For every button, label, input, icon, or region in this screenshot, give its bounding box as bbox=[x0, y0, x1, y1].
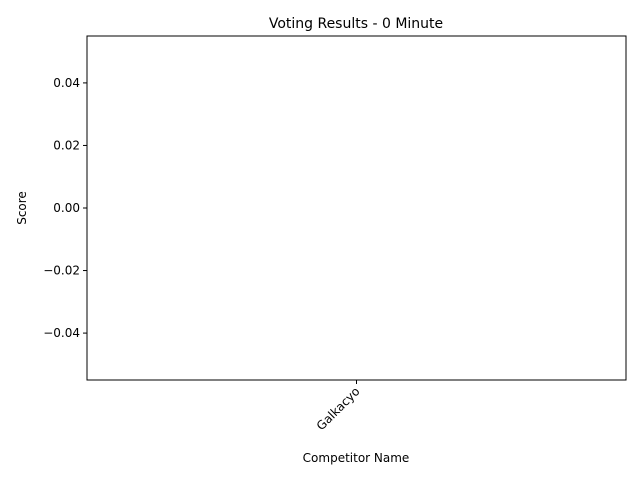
y-tick-label: 0.04 bbox=[53, 76, 80, 90]
y-tick-label: −0.04 bbox=[43, 326, 80, 340]
x-axis-label: Competitor Name bbox=[303, 451, 410, 465]
y-tick-label: −0.02 bbox=[43, 264, 80, 278]
y-axis: −0.04 −0.02 0.00 0.02 0.04 bbox=[43, 76, 87, 340]
y-tick-label: 0.00 bbox=[53, 201, 80, 215]
x-axis: Galkacyo bbox=[314, 380, 363, 433]
x-tick-label: Galkacyo bbox=[314, 384, 363, 433]
y-axis-label: Score bbox=[15, 191, 29, 225]
chart-title: Voting Results - 0 Minute bbox=[269, 16, 443, 32]
plot-area bbox=[86, 35, 627, 381]
y-tick-label: 0.02 bbox=[53, 138, 80, 152]
